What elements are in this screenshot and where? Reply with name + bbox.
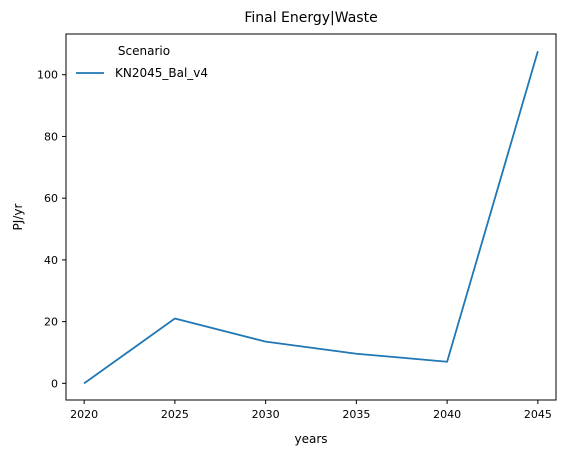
- y-tick-label: 80: [44, 130, 58, 143]
- x-tick-label: 2020: [70, 408, 98, 421]
- y-tick-label: 60: [44, 192, 58, 205]
- x-tick-label: 2035: [342, 408, 370, 421]
- series-group: [83, 51, 539, 385]
- x-tick-label: 2040: [433, 408, 461, 421]
- y-axis: 0 20 40 60 80 100: [37, 69, 66, 390]
- plot-area-frame: [65, 33, 557, 401]
- y-axis-label: PJ/yr: [11, 204, 25, 231]
- x-axis: 2020 2025 2030 2035 2040 2045: [70, 400, 552, 421]
- x-tick-label: 2030: [252, 408, 280, 421]
- legend: Scenario KN2045_Bal_v4: [76, 44, 208, 80]
- y-tick-label: 0: [51, 377, 58, 390]
- x-tick-label: 2025: [161, 408, 189, 421]
- y-tick-label: 100: [37, 69, 58, 82]
- series-line-kn2045-bal-v4: [83, 51, 539, 385]
- x-tick-label: 2045: [524, 408, 552, 421]
- legend-label-kn2045-bal-v4: KN2045_Bal_v4: [115, 66, 208, 80]
- chart-title: Final Energy|Waste: [244, 10, 377, 26]
- x-axis-label: years: [294, 432, 327, 446]
- y-tick-label: 40: [44, 254, 58, 267]
- legend-title: Scenario: [118, 44, 170, 58]
- y-tick-label: 20: [44, 316, 58, 329]
